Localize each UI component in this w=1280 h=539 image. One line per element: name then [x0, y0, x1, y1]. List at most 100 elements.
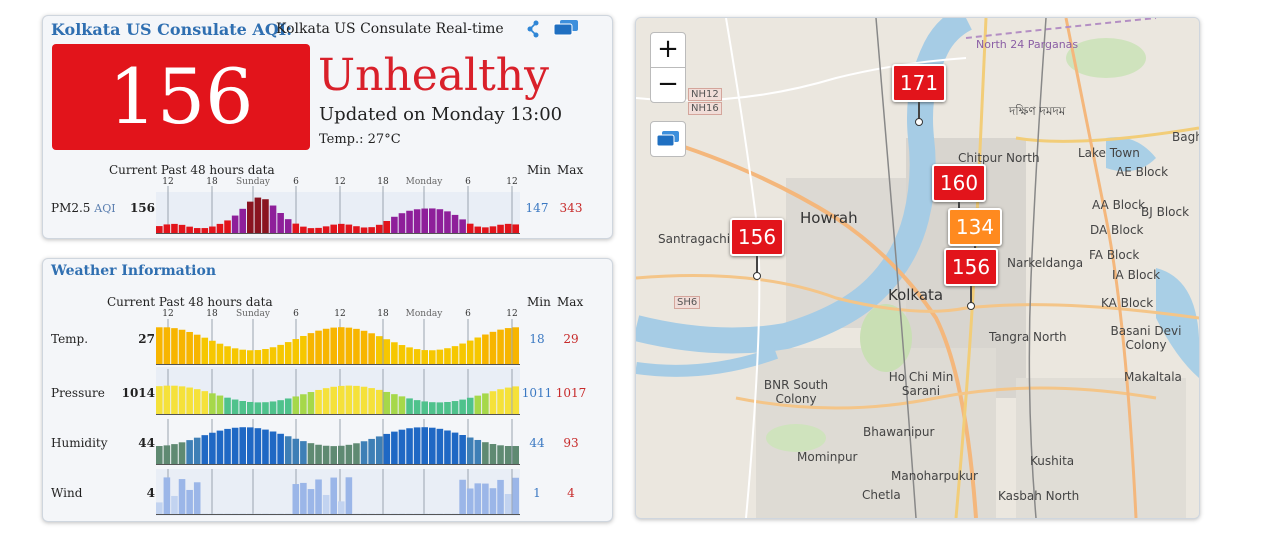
tick-label: 12 [506, 309, 518, 319]
tick-label: 6 [293, 177, 299, 187]
temp-history-chart[interactable] [156, 319, 520, 365]
place-label: দক্ষিণ দমদম [1009, 104, 1066, 118]
place-label: Chetla [862, 488, 901, 502]
road-badge: NH16 [688, 102, 722, 115]
place-label: Tangra North [989, 330, 1067, 344]
place-label: Ho Chi Min Sarani [888, 370, 954, 398]
place-label: Makaltala [1124, 370, 1182, 384]
tick-label: 12 [506, 177, 518, 187]
tick-label: 12 [162, 309, 174, 319]
place-label: IA Block [1112, 268, 1161, 282]
aqi-value-box: 156 [52, 44, 310, 150]
tick-label: 6 [465, 177, 471, 187]
pressure-label: Pressure [51, 386, 105, 400]
wind-max: 4 [567, 486, 575, 500]
tick-label: Sunday [236, 309, 270, 319]
humidity-current: 44 [138, 436, 155, 450]
zoom-in-button[interactable]: + [650, 32, 686, 68]
wind-min: 1 [533, 486, 541, 500]
humidity-history-chart[interactable] [156, 419, 520, 465]
place-label: DA Block [1090, 223, 1144, 237]
pm25-max: 343 [559, 201, 583, 215]
place-label: BNR South Colony [763, 378, 829, 406]
map-layers-icon [656, 131, 679, 147]
weather-card: Weather Information Current Past 48 hour… [42, 258, 613, 522]
humidity-max: 93 [563, 436, 579, 450]
wind-history-chart[interactable] [156, 469, 520, 515]
aqi-marker[interactable]: 134 [948, 208, 1002, 270]
temp-label: Temp. [51, 332, 89, 346]
place-label: AA Block [1092, 198, 1146, 212]
place-label: BJ Block [1141, 205, 1190, 219]
layers-icon[interactable] [553, 19, 579, 42]
zoom-out-button[interactable]: − [650, 67, 686, 103]
pm25-min: 147 [525, 201, 549, 215]
tick-label: 18 [206, 309, 218, 319]
aqi-card-title[interactable]: Kolkata US Consulate AQI: [51, 20, 293, 39]
map-card[interactable]: + − North 24 Parganas দক্ষিণ দমদম Baghui… [635, 17, 1200, 519]
max-header: Max [557, 163, 584, 177]
tick-label: 12 [162, 177, 174, 187]
place-label: Baghuiati [1172, 130, 1200, 144]
place-label: Santragachi [658, 232, 731, 246]
tick-label: 12 [334, 177, 346, 187]
place-label: Kolkata [888, 286, 944, 304]
tick-label: 12 [334, 309, 346, 319]
place-label: Kushita [1030, 454, 1075, 468]
place-label: Bhawanipur [863, 425, 935, 439]
share-icon[interactable] [525, 19, 541, 44]
tick-label: 6 [465, 309, 471, 319]
wind-label: Wind [51, 486, 83, 500]
place-label: Chitpur North [958, 151, 1040, 165]
place-label: KA Block [1101, 296, 1154, 310]
tick-label: Monday [405, 177, 443, 187]
humidity-label: Humidity [51, 436, 108, 450]
pm25-label: PM2.5 AQI [51, 201, 116, 215]
tick-label: 6 [293, 309, 299, 319]
aqi-card-subtitle: Kolkata US Consulate Real-time [276, 21, 504, 37]
temp-min: 18 [529, 332, 545, 346]
place-label: Howrah [800, 209, 858, 227]
updated-time: Updated on Monday 13:00 [319, 104, 563, 125]
pressure-history-chart[interactable] [156, 369, 520, 415]
aqi-card: Kolkata US Consulate AQI: Kolkata US Con… [42, 15, 613, 239]
wind-current: 4 [146, 486, 155, 500]
humidity-min: 44 [529, 436, 545, 450]
place-label: Manoharpukur [891, 469, 978, 483]
place-label: AE Block [1116, 165, 1169, 179]
place-label: Lake Town [1078, 146, 1140, 160]
place-label: North 24 Parganas [976, 38, 1079, 51]
aqi-marker[interactable]: 156 [944, 248, 998, 310]
place-label: Narkeldanga [1007, 256, 1084, 270]
tick-label: Monday [405, 309, 443, 319]
aqi-status: Unhealthy [318, 50, 549, 101]
current-temp: Temp.: 27°C [319, 132, 401, 147]
history-header: Current Past 48 hours data [109, 163, 275, 177]
aqi-marker[interactable]: 156 [730, 218, 784, 280]
road-badge: SH6 [674, 296, 701, 309]
pressure-max: 1017 [555, 386, 587, 400]
map-layers-button[interactable] [650, 121, 686, 157]
tick-label: 18 [377, 177, 389, 187]
road-badge: NH12 [688, 88, 722, 101]
min-header: Min [527, 163, 551, 177]
weather-history-header: Current Past 48 hours data [107, 295, 273, 309]
aqi-marker[interactable]: 160 [932, 164, 986, 226]
aqi-marker[interactable]: 171 [892, 64, 946, 126]
tick-label: 18 [377, 309, 389, 319]
temp-current: 27 [138, 332, 155, 346]
place-label: Kasbah North [998, 489, 1080, 503]
weather-min-header: Min [527, 295, 551, 309]
pm25-history-chart[interactable] [156, 186, 520, 234]
pressure-min: 1011 [521, 386, 553, 400]
place-label: FA Block [1089, 248, 1140, 262]
place-label: Mominpur [797, 450, 858, 464]
pressure-current: 1014 [121, 386, 155, 400]
tick-label: Sunday [236, 177, 270, 187]
pm25-current: 156 [129, 201, 155, 215]
weather-max-header: Max [557, 295, 584, 309]
weather-card-title: Weather Information [51, 263, 217, 279]
temp-max: 29 [563, 332, 579, 346]
place-label: Basani Devi Colony [1110, 324, 1182, 352]
tick-label: 18 [206, 177, 218, 187]
